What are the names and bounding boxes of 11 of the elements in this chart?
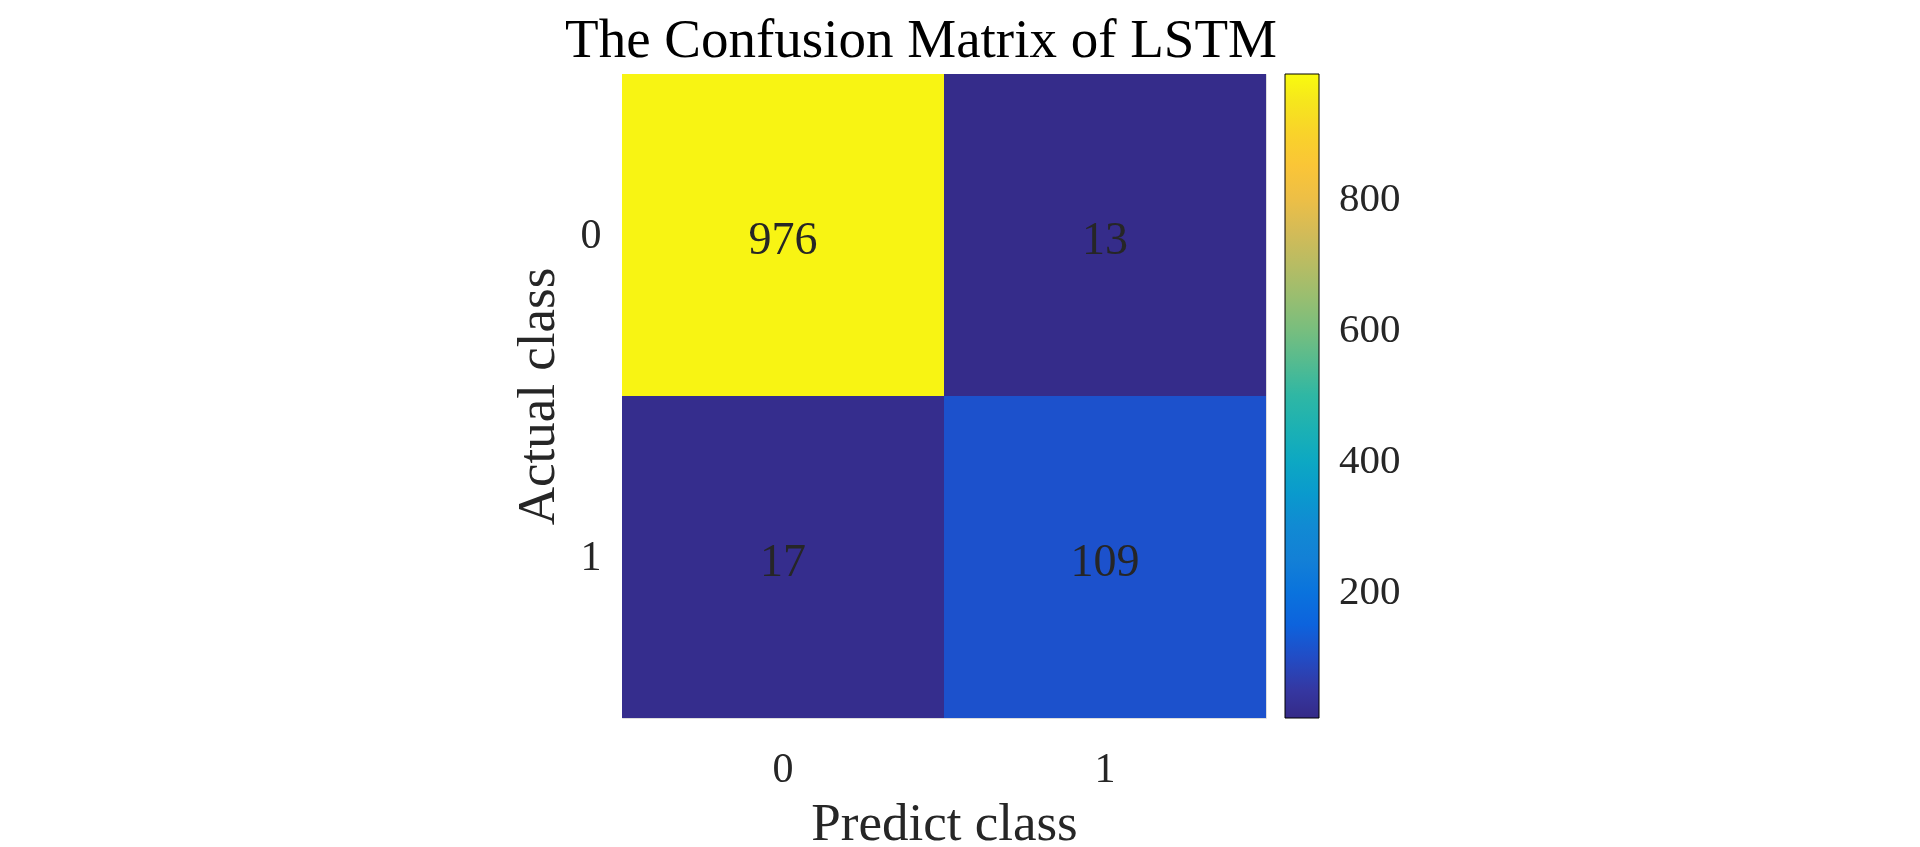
y-axis-title: Actual class	[506, 267, 565, 526]
chart-title: The Confusion Matrix of LSTM	[565, 8, 1277, 69]
data-label: 109	[1070, 535, 1140, 586]
color-bar-label: 600	[1339, 304, 1401, 351]
color-bar-label: 400	[1339, 435, 1401, 482]
data-label: 13	[1082, 213, 1128, 264]
color-bar-label: 200	[1339, 567, 1401, 614]
data-label: 17	[760, 535, 806, 586]
color-bar-label: 800	[1339, 173, 1401, 220]
x-axis-title: Predict class	[811, 792, 1078, 847]
data-label: 976	[748, 213, 818, 264]
